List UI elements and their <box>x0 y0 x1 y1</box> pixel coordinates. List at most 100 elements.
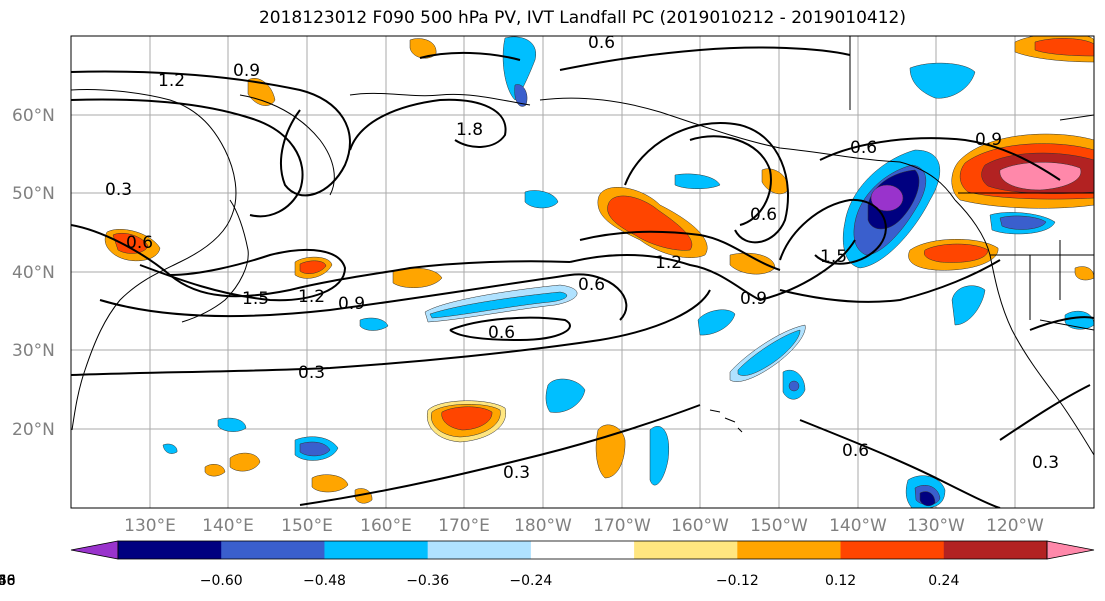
us-state-lines <box>990 240 1094 331</box>
colorbar-cell <box>737 541 842 559</box>
lon-label: 170°W <box>593 516 651 536</box>
negative-anomaly-patch <box>999 215 1047 230</box>
colorbar-tick-label: 0.24 <box>928 573 959 589</box>
kamchatka-coastline <box>239 94 335 196</box>
negative-anomaly-patch <box>674 173 721 189</box>
colorbar-cell <box>840 541 945 559</box>
positive-anomaly-patch <box>229 452 261 472</box>
positive-anomaly-patch <box>247 78 276 106</box>
negative-anomaly-patch <box>429 291 568 319</box>
colorbar-tick-label: −0.12 <box>716 573 759 589</box>
contour-label: 1.8 <box>456 120 483 140</box>
negative-anomaly-patch <box>788 380 800 392</box>
contour-label: 1.2 <box>298 287 325 307</box>
contour-label: 1.2 <box>158 71 185 91</box>
contour-label: 0.6 <box>588 33 615 53</box>
contour-label: 0.9 <box>233 61 260 81</box>
negative-anomaly-patch <box>359 317 389 331</box>
colorbar-cell <box>634 541 738 559</box>
positive-anomaly-patch <box>607 195 693 251</box>
contour-label: 0.6 <box>488 323 515 343</box>
negative-anomaly-patch <box>162 443 178 454</box>
pv-contour-line <box>624 122 789 244</box>
pv-contour-line <box>71 289 711 376</box>
colorbar-cells <box>118 541 1048 559</box>
colorbar-tick-label: −0.24 <box>509 573 552 589</box>
contour-label: 1.5 <box>820 247 847 267</box>
positive-anomaly-patch <box>311 474 349 493</box>
negative-anomaly-patch <box>870 184 904 212</box>
asia-coastline <box>71 88 237 431</box>
negative-anomaly-patch <box>299 441 331 457</box>
hawaii-islands <box>709 409 743 433</box>
latitude-labels: 60°N 50°N 40°N 30°N 20°N <box>12 106 55 440</box>
pv-contour-line <box>299 404 701 506</box>
colorbar-tick-label: 0.60 <box>0 573 16 589</box>
pv-contour-line <box>779 259 1001 303</box>
lon-label: 160°W <box>671 516 729 536</box>
contour-label: 0.9 <box>740 289 767 309</box>
colorbar-tick-label: 0.36 <box>0 573 16 589</box>
lat-label: 60°N <box>12 106 55 126</box>
colorbar-cell <box>324 541 429 559</box>
colorbar-cell <box>118 541 222 559</box>
positive-anomaly-patch <box>999 162 1082 191</box>
lat-label: 30°N <box>12 341 55 361</box>
colorbar-tick-label: 0.48 <box>0 573 16 589</box>
contour-label: 0.3 <box>105 180 132 200</box>
bering-coastline <box>349 92 531 106</box>
colorbar-tick-label: −0.48 <box>303 573 346 589</box>
pv-contour-line <box>139 248 347 302</box>
pv-contour-line <box>349 98 507 151</box>
positive-anomaly-patch <box>924 243 989 263</box>
canada-border <box>849 36 1094 194</box>
lon-label: 130°E <box>124 516 176 536</box>
pv-contour-line <box>1029 316 1094 331</box>
pv-contours <box>71 46 1094 508</box>
contour-label: 0.3 <box>298 363 325 383</box>
lat-label: 50°N <box>12 184 55 204</box>
lon-label: 170°E <box>438 516 490 536</box>
pv-contour-line <box>779 198 887 265</box>
contour-label: 0.6 <box>750 205 777 225</box>
pv-contour-line <box>799 419 1001 508</box>
pv-contour-line <box>559 46 851 71</box>
contour-label: 1.5 <box>242 289 269 309</box>
lon-label: 180°W <box>514 516 572 536</box>
pv-contour-line <box>71 70 351 197</box>
contour-label: 0.3 <box>1032 453 1059 473</box>
pv-contour-line <box>419 51 521 61</box>
contour-label: 0.9 <box>975 130 1002 150</box>
colorbar-cell <box>221 541 325 559</box>
contour-label: 0.6 <box>578 275 605 295</box>
positive-anomaly-patch <box>299 260 327 274</box>
lon-label: 140°W <box>829 516 887 536</box>
lon-label: 150°E <box>281 516 333 536</box>
colorbar: −0.60 −0.48 −0.36 −0.24 −0.12 0.12 0.24 0.360.4… <box>0 540 1095 589</box>
lon-label: 150°W <box>750 516 808 536</box>
colorbar-tick-labels: −0.60 −0.48 −0.36 −0.24 −0.12 0.12 0.24 0.360.4… <box>0 573 959 589</box>
colorbar-tick-label: −0.60 <box>200 573 243 589</box>
negative-anomaly-patch <box>697 309 736 336</box>
pv-contour-line <box>569 239 856 302</box>
negative-anomaly-patch <box>737 329 801 376</box>
ivt-anomaly-fills <box>104 36 1094 508</box>
contour-label: 0.6 <box>126 233 153 253</box>
pv-contour-line <box>99 273 628 321</box>
colorbar-cell <box>943 541 1048 559</box>
negative-anomaly-patch <box>909 62 976 99</box>
positive-anomaly-patch <box>204 464 226 477</box>
lat-label: 20°N <box>12 420 55 440</box>
negative-anomaly-patch <box>649 426 670 486</box>
colorbar-cell <box>427 541 532 559</box>
colorbar-cell <box>530 541 635 559</box>
colorbar-left-extension <box>70 540 119 560</box>
lat-label: 40°N <box>12 263 55 283</box>
contour-label: 0.6 <box>850 138 877 158</box>
japan-coastline <box>181 199 249 323</box>
positive-anomaly-patch <box>1034 38 1094 57</box>
pv-contour-line <box>71 98 304 218</box>
map-title: 2018123012 F090 500 hPa PV, IVT Landfall… <box>258 8 906 28</box>
pv-contour-line <box>579 230 781 271</box>
